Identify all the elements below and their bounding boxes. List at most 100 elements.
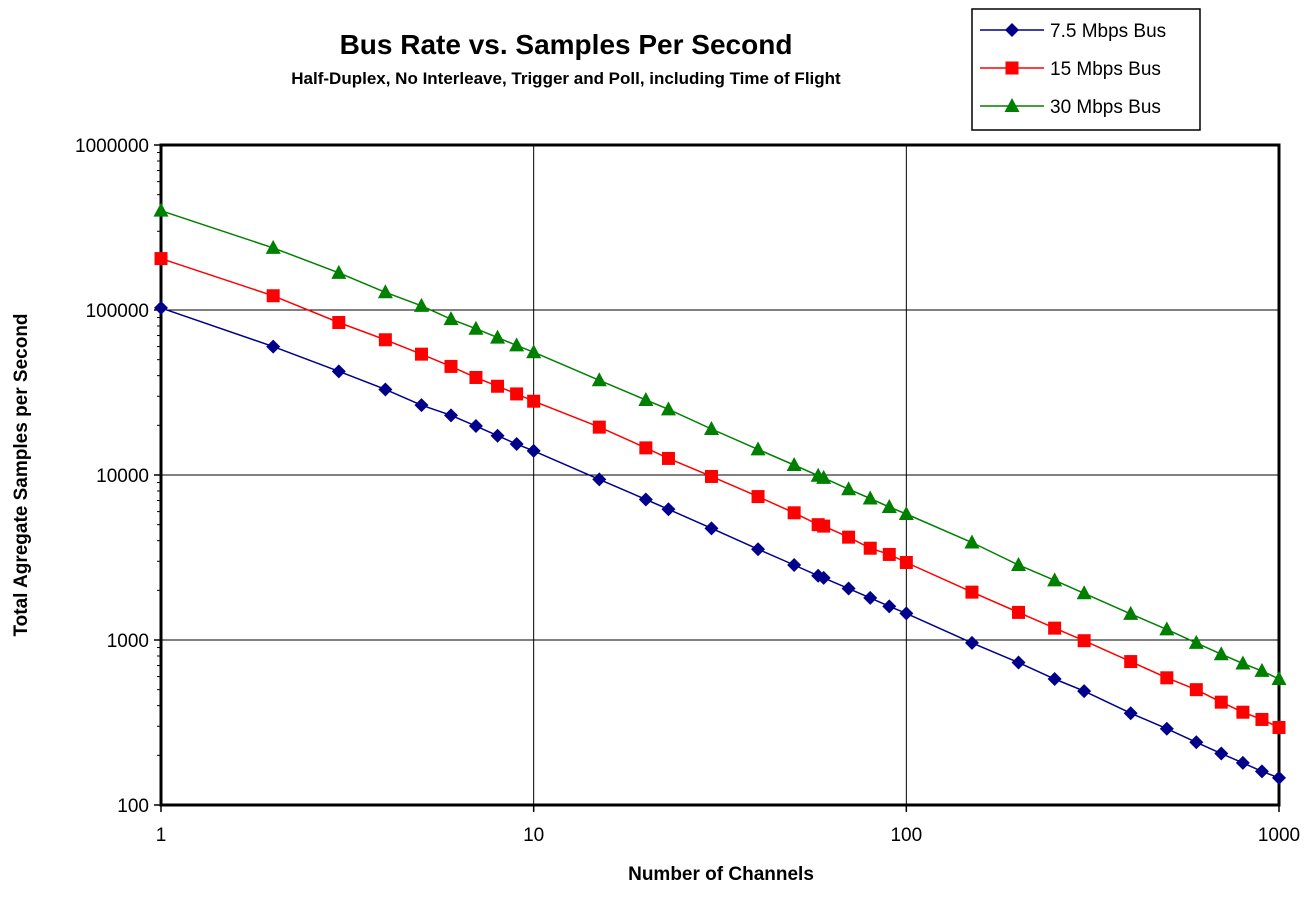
data-point xyxy=(592,372,607,386)
data-point xyxy=(752,490,765,503)
data-point xyxy=(863,591,877,605)
data-point xyxy=(1159,621,1174,635)
data-point xyxy=(1189,635,1204,649)
data-point xyxy=(883,548,896,561)
data-point xyxy=(1047,572,1062,586)
data-point xyxy=(510,437,524,451)
data-point xyxy=(267,289,280,302)
legend-label: 15 Mbps Bus xyxy=(1050,59,1161,80)
data-point xyxy=(1124,706,1138,720)
data-point xyxy=(1235,656,1250,670)
data-point xyxy=(526,344,541,358)
data-point xyxy=(443,311,458,325)
data-point xyxy=(662,452,675,465)
data-point xyxy=(751,441,766,455)
data-point xyxy=(965,636,979,650)
x-tick-label: 1 xyxy=(156,825,167,846)
x-tick-label: 100 xyxy=(890,825,922,846)
data-point xyxy=(469,371,482,384)
data-point xyxy=(639,493,653,507)
data-point xyxy=(1124,655,1137,668)
data-point xyxy=(1255,713,1268,726)
legend-marker xyxy=(1006,62,1019,75)
data-point xyxy=(661,401,676,415)
data-point xyxy=(1160,671,1173,684)
data-point xyxy=(155,252,168,265)
legend-label: 30 Mbps Bus xyxy=(1050,97,1161,118)
data-point xyxy=(639,441,652,454)
data-point xyxy=(787,457,802,471)
data-point xyxy=(414,298,429,312)
data-point xyxy=(817,520,830,533)
data-point xyxy=(704,421,719,435)
data-point xyxy=(491,429,505,443)
y-tick-label: 1000000 xyxy=(75,136,149,157)
series-line xyxy=(161,308,1279,778)
data-point xyxy=(661,502,675,516)
data-point xyxy=(1272,671,1287,685)
data-point xyxy=(842,531,855,544)
data-point xyxy=(1236,756,1250,770)
data-point xyxy=(1011,557,1026,571)
data-point xyxy=(510,387,523,400)
data-point xyxy=(964,534,979,548)
data-point xyxy=(378,382,392,396)
data-point xyxy=(1123,606,1138,620)
data-point xyxy=(332,364,346,378)
data-point xyxy=(509,337,524,351)
y-axis-title: Total Agregate Samples per Second xyxy=(11,313,32,636)
chart-title: Bus Rate vs. Samples Per Second xyxy=(340,29,793,60)
data-point xyxy=(468,321,483,335)
data-point xyxy=(415,348,428,361)
data-point xyxy=(527,444,541,458)
y-tick-label: 1000 xyxy=(107,631,149,652)
data-point xyxy=(444,408,458,422)
data-point xyxy=(1255,764,1269,778)
data-point xyxy=(841,481,856,495)
series-line xyxy=(161,211,1279,679)
data-point xyxy=(965,586,978,599)
series-30-mbps-bus xyxy=(154,203,1287,685)
data-point xyxy=(266,340,280,354)
data-point xyxy=(1048,622,1061,635)
data-point xyxy=(491,380,504,393)
data-point xyxy=(1077,585,1092,599)
grid xyxy=(161,145,1279,805)
data-point xyxy=(1254,663,1269,677)
data-point xyxy=(1214,747,1228,761)
data-point xyxy=(842,582,856,596)
data-point xyxy=(900,556,913,569)
data-point xyxy=(469,419,483,433)
data-point xyxy=(899,506,914,520)
data-point xyxy=(787,558,801,572)
data-point xyxy=(593,421,606,434)
y-tick-label: 100000 xyxy=(86,301,149,322)
data-point xyxy=(1012,606,1025,619)
data-point xyxy=(379,333,392,346)
data-point xyxy=(1273,721,1286,734)
data-point xyxy=(1215,696,1228,709)
data-point xyxy=(414,398,428,412)
data-point xyxy=(704,521,718,535)
data-point xyxy=(882,599,896,613)
x-axis-title: Number of Channels xyxy=(628,864,814,885)
data-point xyxy=(1077,684,1091,698)
data-point xyxy=(788,506,801,519)
data-point xyxy=(154,203,169,217)
data-point xyxy=(1048,672,1062,686)
data-point xyxy=(378,284,393,298)
data-point xyxy=(882,499,897,513)
data-point xyxy=(331,265,346,279)
legend: 7.5 Mbps Bus15 Mbps Bus30 Mbps Bus xyxy=(972,9,1200,130)
data-point xyxy=(705,470,718,483)
data-point xyxy=(1272,771,1286,785)
data-point xyxy=(154,301,168,315)
data-point xyxy=(899,606,913,620)
x-tick-label: 1000 xyxy=(1258,825,1300,846)
data-point xyxy=(490,330,505,344)
series-15-mbps-bus xyxy=(155,252,1286,734)
data-point xyxy=(1160,722,1174,736)
data-point xyxy=(444,360,457,373)
series-line xyxy=(161,259,1279,728)
data-point xyxy=(527,395,540,408)
